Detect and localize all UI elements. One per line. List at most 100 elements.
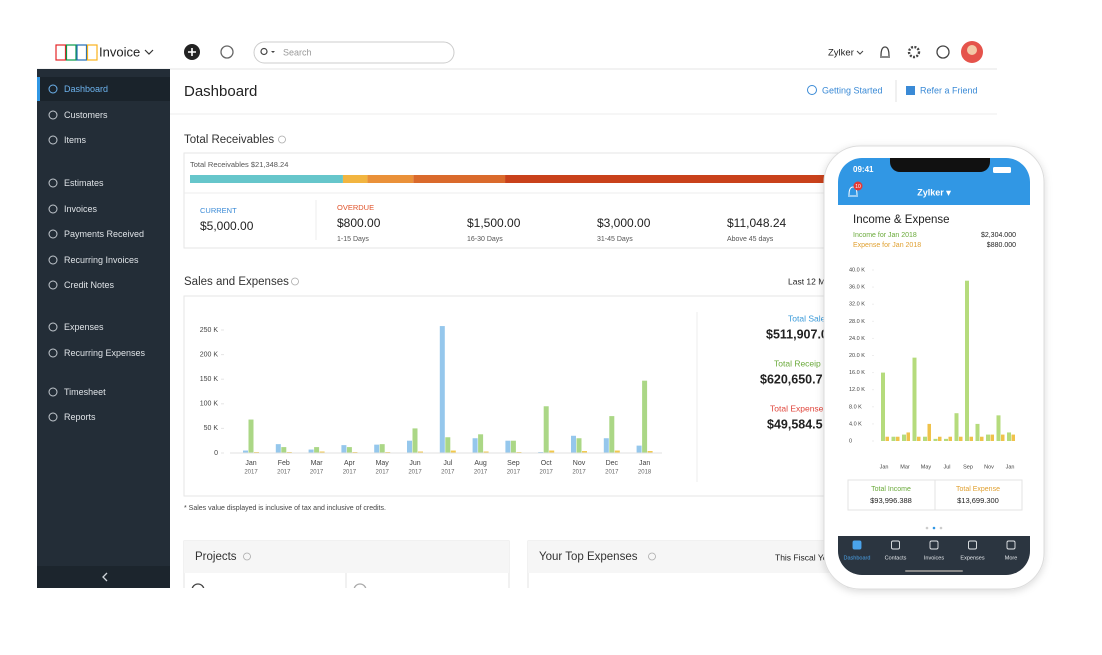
menu-item[interactable]: Recurring Invoices bbox=[64, 255, 139, 265]
x-tick-year: 2017 bbox=[277, 470, 291, 476]
menu-item[interactable]: Estimates bbox=[64, 178, 104, 188]
menu-item[interactable]: Customers bbox=[64, 110, 108, 120]
notification-icon[interactable] bbox=[880, 46, 890, 58]
x-tick-label: Dec bbox=[606, 460, 619, 467]
menu-item[interactable]: Credit Notes bbox=[64, 280, 115, 290]
bar bbox=[483, 451, 489, 453]
page-dot bbox=[939, 526, 943, 530]
total-expense-label: Total Expense bbox=[956, 486, 1000, 493]
receivable-segment bbox=[342, 175, 368, 183]
menu-icon bbox=[48, 280, 58, 290]
y-tick-label: 20.0 K bbox=[849, 353, 865, 359]
menu-item[interactable]: Recurring Expenses bbox=[64, 348, 146, 358]
bar bbox=[571, 435, 576, 453]
phone-status bbox=[993, 167, 1011, 173]
recent-button[interactable] bbox=[220, 45, 234, 59]
phone-org[interactable]: Zylker ▾ bbox=[917, 187, 951, 197]
bucket-value: $11,048.24 bbox=[727, 216, 786, 230]
x-tick-label: Sep bbox=[963, 464, 973, 470]
menu-icon bbox=[48, 110, 58, 120]
bar bbox=[407, 440, 412, 453]
product-name: Invoice bbox=[99, 44, 140, 59]
menu-item[interactable]: Reports bbox=[64, 412, 96, 422]
desktop-window: ZOHO Invoice Search Zylker Dashboard Cust… bbox=[37, 37, 997, 588]
bar bbox=[341, 445, 347, 453]
x-tick-year: 2017 bbox=[244, 470, 258, 476]
bar bbox=[933, 438, 938, 441]
x-tick-label: Jan bbox=[880, 464, 889, 470]
page-dot bbox=[925, 526, 929, 530]
income-label: Income for Jan 2018 bbox=[853, 232, 917, 239]
bar bbox=[418, 451, 423, 453]
info-icon bbox=[648, 552, 656, 561]
projects-header bbox=[184, 541, 509, 573]
current-label: CURRENT bbox=[200, 206, 237, 215]
bar bbox=[975, 423, 980, 441]
y-tick-label: 12.0 K bbox=[849, 387, 865, 393]
receivables-title: Total Receivables bbox=[184, 134, 274, 146]
bar bbox=[450, 450, 456, 453]
tab-label[interactable]: More bbox=[1005, 555, 1018, 561]
x-tick-label: Jan bbox=[245, 460, 256, 467]
product-menu[interactable] bbox=[144, 49, 154, 55]
menu-item[interactable]: Invoices bbox=[64, 204, 98, 214]
search-box[interactable] bbox=[253, 41, 455, 64]
x-tick-year: 2017 bbox=[441, 470, 455, 476]
tab-label[interactable]: Invoices bbox=[924, 555, 944, 561]
expenses-period[interactable]: This Fiscal Ye bbox=[775, 552, 828, 562]
phone-bell[interactable] bbox=[848, 186, 858, 197]
bar bbox=[912, 357, 917, 441]
bar bbox=[549, 450, 555, 453]
tab-icon bbox=[968, 540, 977, 550]
sales-period[interactable]: Last 12 M bbox=[788, 276, 825, 286]
bar bbox=[576, 438, 582, 453]
tab-label[interactable]: Dashboard bbox=[844, 555, 871, 561]
x-tick-label: Jun bbox=[409, 460, 420, 467]
bar bbox=[445, 437, 451, 453]
search-filter bbox=[271, 51, 275, 53]
x-tick-label: Feb bbox=[278, 460, 290, 467]
x-tick-year: 2017 bbox=[310, 470, 324, 476]
menu-item[interactable]: Items bbox=[64, 135, 87, 145]
bucket-value: $3,000.00 bbox=[597, 216, 651, 230]
sales-note: * Sales value displayed is inclusive of … bbox=[184, 505, 386, 512]
menu-item[interactable]: Expenses bbox=[64, 322, 104, 332]
menu-item[interactable]: Timesheet bbox=[64, 387, 106, 397]
bar bbox=[308, 449, 314, 453]
tab-label[interactable]: Expenses bbox=[960, 555, 984, 561]
x-tick-year: 2017 bbox=[474, 470, 488, 476]
tab-label[interactable]: Contacts bbox=[885, 555, 907, 561]
y-tick-label: 32.0 K bbox=[849, 302, 865, 308]
y-tick-label: 40.0 K bbox=[849, 267, 865, 273]
logo[interactable]: ZOHO bbox=[55, 44, 99, 61]
bucket-range: 16-30 Days bbox=[467, 236, 503, 243]
bar bbox=[314, 447, 320, 453]
bucket-value: $1,500.00 bbox=[467, 216, 521, 230]
menu-item[interactable]: Payments Received bbox=[64, 229, 144, 239]
help-icon[interactable] bbox=[936, 45, 950, 59]
org-menu[interactable] bbox=[856, 50, 864, 55]
org-name[interactable]: Zylker bbox=[828, 48, 854, 59]
bar bbox=[543, 406, 549, 453]
refer-link[interactable]: Refer a Friend bbox=[920, 85, 978, 95]
bar bbox=[891, 436, 896, 441]
bar bbox=[959, 436, 963, 441]
settings-icon[interactable] bbox=[907, 45, 921, 59]
bar bbox=[1001, 434, 1005, 441]
tab-icon bbox=[891, 540, 900, 550]
receivable-segment bbox=[505, 175, 843, 183]
bar bbox=[885, 436, 889, 441]
bar bbox=[642, 380, 648, 453]
bar bbox=[614, 450, 620, 453]
menu-icon bbox=[48, 204, 58, 214]
collapse-icon bbox=[102, 572, 108, 582]
bar bbox=[986, 434, 990, 441]
bar bbox=[319, 451, 325, 453]
sales-chart: 0 50 K 100 K 150 K 200 K 250 K Jan 2017 Feb 2017 M… bbox=[200, 313, 828, 475]
bar bbox=[917, 436, 921, 441]
info-icon bbox=[291, 277, 299, 286]
total-value: $511,907.0 bbox=[766, 327, 828, 341]
getting-started-link[interactable]: Getting Started bbox=[822, 85, 883, 95]
menu-item[interactable]: Dashboard bbox=[64, 84, 108, 94]
bar bbox=[990, 434, 994, 441]
